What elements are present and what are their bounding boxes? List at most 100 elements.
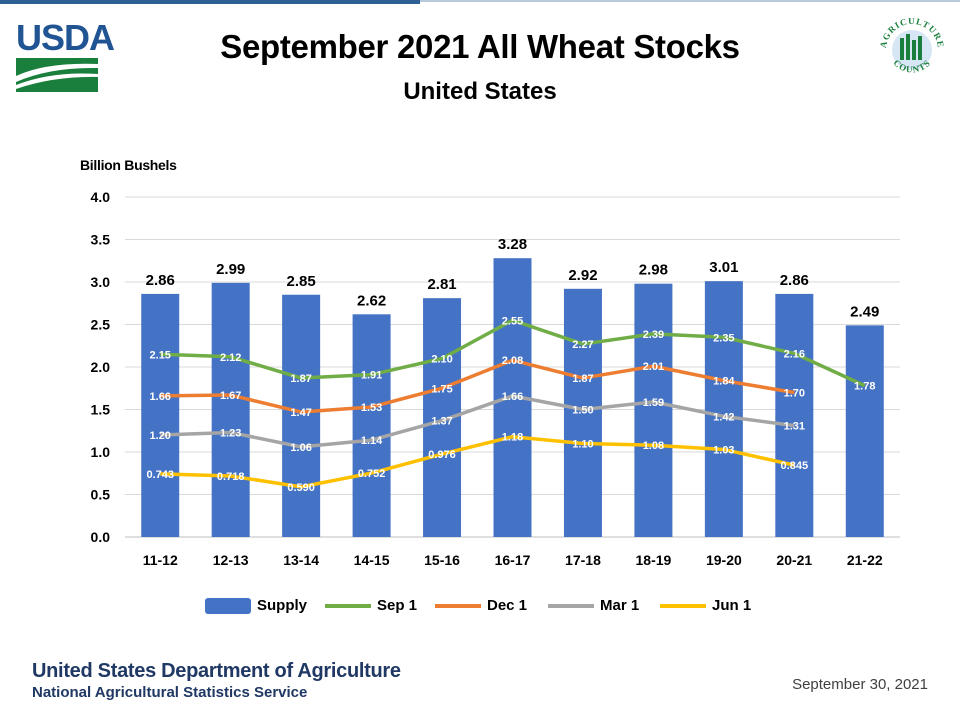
sep-1-data-label: 2.15 bbox=[150, 349, 171, 361]
x-tick-label: 12-13 bbox=[213, 552, 249, 568]
dec-1-data-label: 1.75 bbox=[431, 383, 452, 395]
x-tick-label: 11-12 bbox=[143, 552, 178, 568]
mar-1-data-label: 1.59 bbox=[643, 397, 664, 409]
y-tick-label: 2.0 bbox=[91, 359, 111, 375]
legend-label-mar-1: Mar 1 bbox=[600, 597, 640, 614]
jun-1-data-label: 1.03 bbox=[713, 444, 734, 456]
mar-1-line bbox=[160, 394, 795, 449]
y-tick-label: 0.5 bbox=[91, 487, 111, 503]
release-date: September 30, 2021 bbox=[792, 676, 928, 693]
supply-bar-label: 2.99 bbox=[216, 261, 245, 278]
mar-1-data-label: 1.31 bbox=[784, 421, 805, 433]
footer-org-name: United States Department of Agriculture bbox=[32, 660, 401, 682]
sep-1-data-label: 2.27 bbox=[572, 339, 593, 351]
supply-bar bbox=[704, 281, 743, 537]
mar-1-data-label: 1.23 bbox=[220, 427, 241, 439]
mar-1-data-label: 1.50 bbox=[572, 405, 593, 417]
supply-bar bbox=[775, 293, 814, 537]
mar-1-data-label: 1.42 bbox=[713, 411, 734, 423]
mar-1-data-label: 1.06 bbox=[290, 442, 311, 454]
supply-bar bbox=[141, 293, 180, 537]
x-tick-label: 20-21 bbox=[776, 552, 812, 568]
chart-subtitle: United States bbox=[403, 78, 557, 105]
sep-1-data-label: 1.78 bbox=[854, 381, 875, 393]
sep-1-line bbox=[160, 318, 866, 388]
dec-1-data-label: 1.53 bbox=[361, 402, 382, 414]
legend-swatch-jun-1 bbox=[660, 604, 706, 608]
legend-swatch-mar-1 bbox=[548, 604, 594, 608]
agriculture-counts-logo: AGRICULTURE COUNTS bbox=[878, 16, 945, 75]
supply-bar bbox=[563, 288, 602, 537]
legend-swatch-supply bbox=[205, 598, 251, 614]
usda-logo-mark bbox=[16, 58, 98, 92]
dec-1-data-label: 1.66 bbox=[150, 391, 171, 403]
mar-1-data-label: 1.66 bbox=[502, 391, 523, 403]
x-tick-label: 15-16 bbox=[424, 552, 460, 568]
legend-swatch-dec-1 bbox=[435, 604, 481, 608]
jun-1-data-label: 0.976 bbox=[428, 449, 456, 461]
sep-1-data-label: 2.16 bbox=[784, 348, 805, 360]
y-tick-label: 3.0 bbox=[91, 274, 111, 290]
ag-logo-bottom-text: COUNTS bbox=[891, 57, 931, 74]
sep-1-data-label: 1.91 bbox=[361, 370, 382, 382]
y-tick-label: 1.5 bbox=[91, 402, 111, 418]
dec-1-data-label: 1.84 bbox=[713, 376, 735, 388]
sep-1-data-label: 2.12 bbox=[220, 352, 241, 364]
jun-1-data-label: 1.10 bbox=[572, 439, 593, 451]
y-tick-label: 3.5 bbox=[91, 232, 111, 248]
dec-1-data-label: 1.87 bbox=[572, 373, 593, 385]
top-stripe-light bbox=[420, 0, 960, 2]
jun-1-data-label: 1.18 bbox=[502, 432, 523, 444]
supply-bar-label: 3.01 bbox=[709, 259, 738, 276]
y-tick-label: 0.0 bbox=[91, 529, 111, 545]
y-axis-label: Billion Bushels bbox=[80, 157, 177, 173]
mar-1-data-label: 1.14 bbox=[361, 435, 383, 447]
supply-bar-label: 2.85 bbox=[287, 273, 316, 290]
jun-1-data-label: 1.08 bbox=[643, 440, 664, 452]
x-tick-label: 14-15 bbox=[354, 552, 390, 568]
sep-1-data-label: 2.39 bbox=[643, 329, 664, 341]
x-tick-label: 18-19 bbox=[636, 552, 672, 568]
supply-bar-label: 2.86 bbox=[146, 272, 175, 289]
mar-1-data-label: 1.20 bbox=[150, 430, 171, 442]
supply-bar bbox=[845, 325, 884, 537]
supply-bar-label: 2.81 bbox=[427, 276, 456, 293]
jun-1-data-label: 0.718 bbox=[217, 471, 245, 483]
supply-bar-label: 2.62 bbox=[357, 292, 386, 309]
legend-label-jun-1: Jun 1 bbox=[712, 597, 752, 614]
legend-label-supply: Supply bbox=[257, 597, 308, 614]
y-tick-label: 2.5 bbox=[91, 317, 111, 333]
dec-1-data-label: 2.01 bbox=[643, 361, 664, 373]
dec-1-data-label: 1.47 bbox=[290, 407, 311, 419]
y-tick-label: 4.0 bbox=[91, 189, 111, 205]
chart-title: September 2021 All Wheat Stocks bbox=[220, 28, 740, 65]
dec-1-line bbox=[160, 358, 795, 414]
supply-bar-label: 2.92 bbox=[568, 267, 597, 284]
x-tick-label: 21-22 bbox=[847, 552, 883, 568]
jun-1-line bbox=[160, 434, 795, 489]
supply-bar bbox=[352, 314, 391, 537]
mar-1-data-label: 1.37 bbox=[431, 416, 452, 428]
supply-bar bbox=[282, 294, 321, 537]
sep-1-data-label: 2.35 bbox=[713, 332, 734, 344]
x-tick-label: 17-18 bbox=[565, 552, 601, 568]
footer-agency-name: National Agricultural Statistics Service bbox=[32, 684, 308, 701]
svg-text:COUNTS: COUNTS bbox=[891, 57, 932, 74]
dec-1-data-label: 2.08 bbox=[502, 355, 523, 367]
sep-1-data-label: 1.87 bbox=[290, 373, 311, 385]
x-tick-label: 13-14 bbox=[283, 552, 319, 568]
supply-bar-label: 2.98 bbox=[639, 262, 668, 279]
dec-1-data-label: 1.70 bbox=[784, 388, 805, 400]
legend-label-dec-1: Dec 1 bbox=[487, 597, 528, 614]
supply-bar bbox=[634, 283, 673, 537]
supply-bar-label: 2.49 bbox=[850, 303, 879, 320]
top-stripe-dark bbox=[0, 0, 420, 4]
supply-bar-label: 3.28 bbox=[498, 236, 527, 253]
x-tick-label: 16-17 bbox=[495, 552, 531, 568]
jun-1-data-label: 0.743 bbox=[146, 469, 174, 481]
supply-bar-label: 2.86 bbox=[780, 272, 809, 289]
legend-swatch-sep-1 bbox=[325, 604, 371, 608]
x-tick-label: 19-20 bbox=[706, 552, 742, 568]
sep-1-data-label: 2.10 bbox=[431, 354, 452, 366]
